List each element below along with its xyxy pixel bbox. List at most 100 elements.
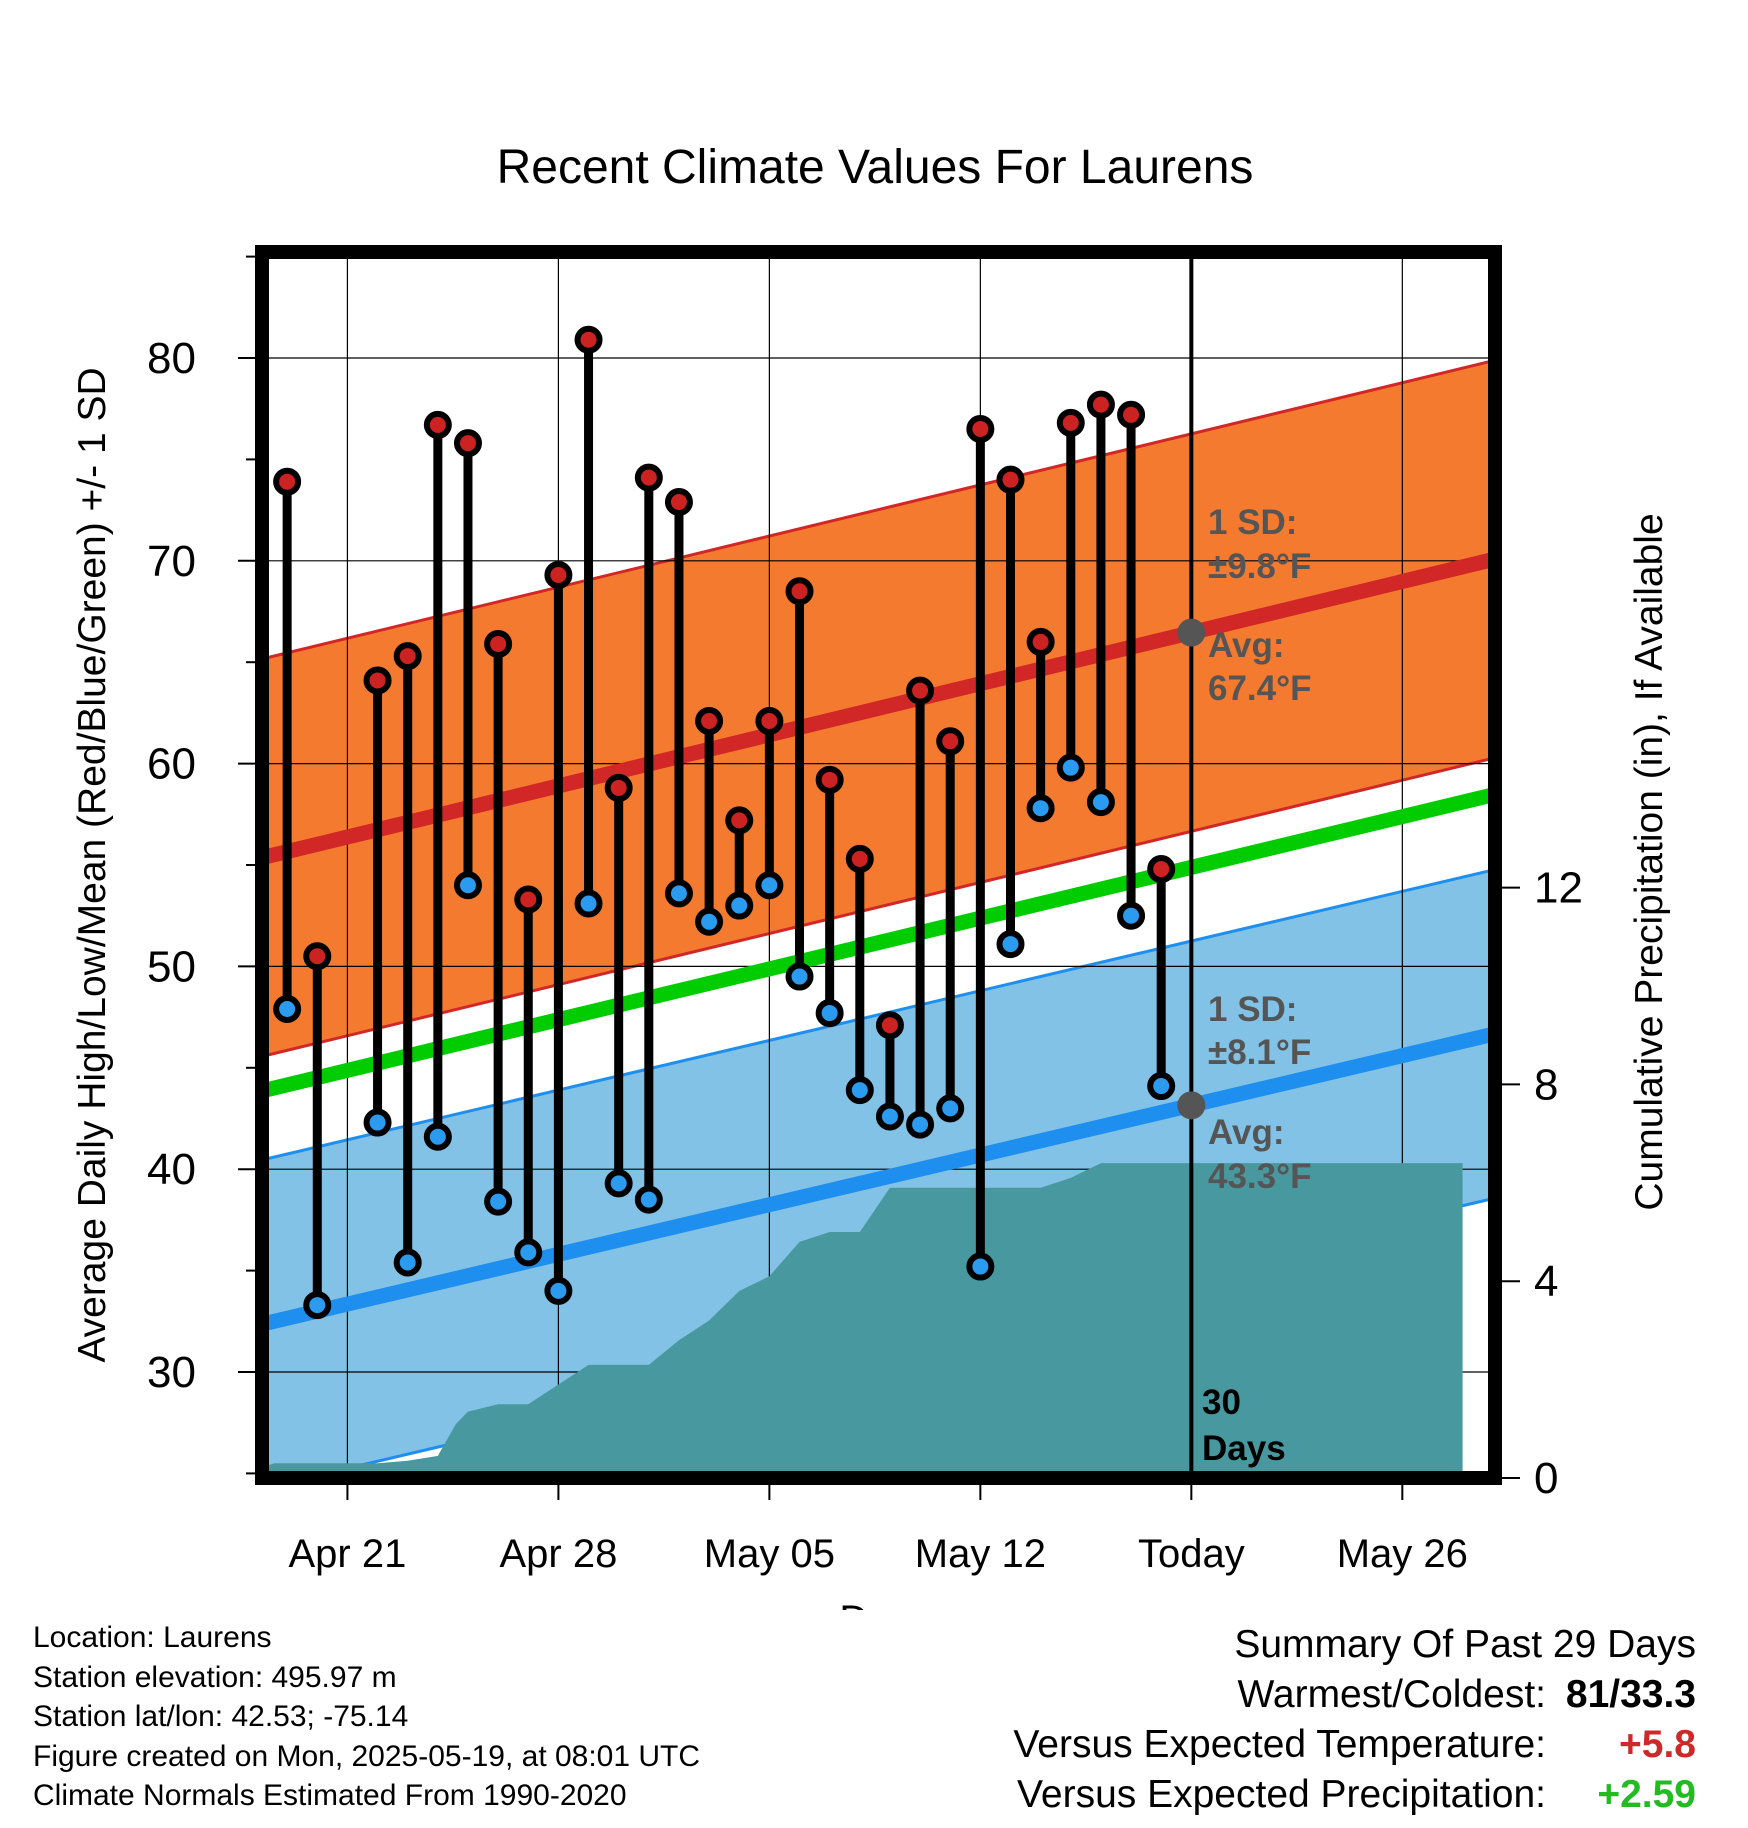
normals-text: Climate Normals Estimated From 1990-2020	[33, 1779, 627, 1812]
high-point	[1086, 390, 1115, 419]
high-point	[875, 1011, 904, 1040]
low-point	[514, 1238, 543, 1267]
warmest-value: 81/33.3	[1565, 1673, 1696, 1716]
high-point	[363, 666, 392, 695]
x-tick-label: Apr 28	[499, 1532, 617, 1576]
low-point	[1147, 1072, 1176, 1101]
low-point	[604, 1169, 633, 1198]
high-point	[484, 629, 513, 658]
high-point	[423, 410, 452, 439]
high-point	[303, 942, 332, 971]
high-avg-annotation-line1: Avg:	[1208, 626, 1284, 665]
low-point	[906, 1110, 935, 1139]
high-point	[514, 885, 543, 914]
low-point	[303, 1291, 332, 1320]
low-point	[1026, 794, 1055, 823]
high-point	[1026, 627, 1055, 656]
x-tick-label: Apr 21	[288, 1532, 406, 1576]
summary-panel: Summary Of Past 29 Days Warmest/Coldest:…	[1013, 1620, 1696, 1820]
high-point	[574, 325, 603, 354]
days-label-line2: Days	[1202, 1429, 1286, 1468]
temp-value: +5.8	[1619, 1723, 1696, 1766]
low-point	[815, 999, 844, 1028]
high-point	[695, 707, 724, 736]
low-point	[423, 1122, 452, 1151]
y2-tick-label: 4	[1534, 1257, 1558, 1306]
low-point	[393, 1248, 422, 1277]
high-point	[815, 765, 844, 794]
x-tick-label: May 05	[704, 1532, 835, 1576]
high-sd-annotation-line1: 1 SD:	[1208, 503, 1297, 542]
x-tick-label: May 12	[915, 1532, 1046, 1576]
low-sd-annotation-line1: 1 SD:	[1208, 990, 1297, 1029]
low-point	[273, 994, 302, 1023]
y-tick-label: 40	[147, 1145, 196, 1194]
y-tick-label: 30	[147, 1348, 196, 1397]
low-point	[664, 879, 693, 908]
elevation-text: Station elevation: 495.97 m	[33, 1660, 397, 1694]
low-avg-annotation-line1: Avg:	[1208, 1113, 1284, 1152]
low-point	[755, 871, 784, 900]
precip-value: +2.59	[1597, 1773, 1696, 1816]
warmest-label: Warmest/Coldest:	[1237, 1673, 1546, 1716]
high-point	[906, 676, 935, 705]
summary-title: Summary Of Past 29 Days	[1234, 1623, 1696, 1666]
station-info: Location: Laurens Station elevation: 495…	[33, 1618, 700, 1816]
high-point	[634, 463, 663, 492]
y-tick-label: 70	[147, 537, 196, 586]
low-point	[453, 871, 482, 900]
climate-chart: Recent Climate Values For Laurens 1 SD: ±…	[71, 141, 1671, 1610]
low-point	[785, 962, 814, 991]
low-point	[966, 1252, 995, 1281]
precip-label: Versus Expected Precipitation:	[1017, 1773, 1546, 1816]
high-point	[453, 429, 482, 458]
x-tick-label: Today	[1138, 1532, 1245, 1576]
low-point	[544, 1276, 573, 1305]
high-point	[845, 844, 874, 873]
low-avg-annotation-line2: 43.3°F	[1208, 1157, 1312, 1196]
low-point	[875, 1102, 904, 1131]
low-point	[1117, 901, 1146, 930]
low-point	[936, 1094, 965, 1123]
y-tick-label: 50	[147, 942, 196, 991]
low-point	[1086, 788, 1115, 817]
y2-tick-label: 8	[1534, 1060, 1558, 1109]
low-point	[574, 889, 603, 918]
low-point	[725, 891, 754, 920]
y-tick-label: 60	[147, 740, 196, 789]
y-axis-title: Average Daily High/Low/Mean (Red/Blue/Gr…	[71, 367, 114, 1362]
today-low-avg-marker	[1177, 1091, 1206, 1120]
created-text: Figure created on Mon, 2025-05-19, at 08…	[33, 1739, 701, 1773]
low-point	[845, 1076, 874, 1105]
high-point	[664, 487, 693, 516]
high-point	[544, 560, 573, 589]
high-point	[393, 642, 422, 671]
low-point	[695, 907, 724, 936]
x-axis-title: Day	[839, 1598, 910, 1610]
low-point	[634, 1185, 663, 1214]
high-point	[273, 467, 302, 496]
temp-label: Versus Expected Temperature:	[1013, 1723, 1546, 1766]
y2-tick-label: 12	[1534, 864, 1583, 913]
high-point	[936, 727, 965, 756]
low-sd-annotation-line2: ±8.1°F	[1208, 1033, 1311, 1072]
latlon-text: Station lat/lon: 42.53; -75.14	[33, 1700, 409, 1733]
y2-axis-title: Cumulative Precipitation (in), If Availa…	[1628, 513, 1671, 1210]
high-avg-annotation-line2: 67.4°F	[1208, 669, 1312, 708]
low-point	[484, 1187, 513, 1216]
high-point	[1147, 855, 1176, 884]
low-point	[363, 1108, 392, 1137]
high-point	[755, 707, 784, 736]
high-point	[966, 414, 995, 443]
low-point	[996, 930, 1025, 959]
high-point	[725, 806, 754, 835]
high-point	[996, 465, 1025, 494]
high-point	[604, 773, 633, 802]
low-point	[1056, 753, 1085, 782]
today-high-avg-marker	[1177, 618, 1206, 647]
high-point	[785, 577, 814, 606]
chart-title: Recent Climate Values For Laurens	[497, 141, 1254, 194]
precip-area	[262, 1163, 1463, 1478]
high-sd-annotation-line2: ±9.8°F	[1208, 547, 1311, 586]
low-normal-line	[262, 1027, 1495, 1332]
